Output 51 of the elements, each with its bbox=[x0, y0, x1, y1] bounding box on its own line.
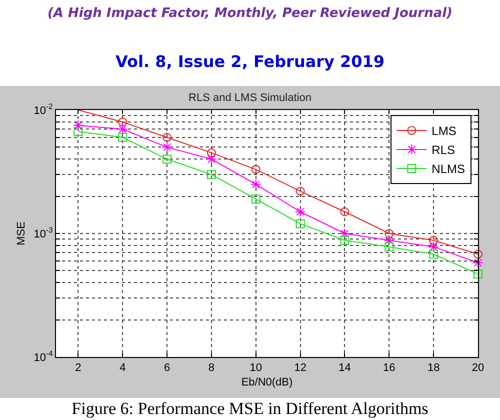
text: (A High Impact Factor, Monthly, Peer Reviewed Journal) bbox=[46, 6, 454, 21]
point bbox=[428, 242, 439, 252]
point bbox=[429, 250, 438, 259]
x-tick-label: 18 bbox=[427, 362, 440, 374]
point bbox=[474, 270, 482, 278]
point bbox=[72, 120, 84, 131]
point bbox=[340, 207, 350, 216]
text: Vol. 8, Issue 2, February 2019 bbox=[114, 52, 386, 71]
point bbox=[296, 219, 305, 228]
point bbox=[162, 142, 172, 152]
legend-label: RLS bbox=[432, 143, 456, 158]
x-tick-label: 16 bbox=[383, 362, 396, 374]
x-axis-title: Eb/N0(dB) bbox=[241, 376, 293, 388]
y-tick-label: 10$^{-3}$ bbox=[34, 226, 53, 240]
x-tick-label: 12 bbox=[294, 362, 306, 374]
point bbox=[250, 179, 262, 190]
x-tick-label: 6 bbox=[164, 362, 170, 374]
point bbox=[206, 170, 216, 180]
point bbox=[474, 250, 482, 259]
caption: Figure 6: Performance MSE in Different Algorithms bbox=[70, 398, 430, 419]
x-tick-label: 4 bbox=[120, 362, 126, 374]
point bbox=[251, 164, 260, 174]
x-tick-label: 8 bbox=[208, 362, 215, 374]
point bbox=[118, 132, 128, 142]
point bbox=[251, 194, 260, 204]
x-tick-label: 20 bbox=[472, 362, 484, 374]
chart-title: RLS and LMS Simulation bbox=[188, 92, 312, 104]
point bbox=[384, 229, 394, 238]
point bbox=[472, 257, 484, 268]
x-tick-label: 10 bbox=[250, 362, 262, 374]
point bbox=[118, 117, 128, 126]
point bbox=[162, 132, 172, 142]
point bbox=[339, 228, 350, 239]
point bbox=[117, 124, 128, 134]
point bbox=[384, 242, 394, 252]
point bbox=[206, 148, 216, 158]
point bbox=[74, 126, 83, 136]
legend-label: NLMS bbox=[432, 162, 466, 176]
point bbox=[206, 154, 217, 164]
point bbox=[295, 206, 306, 218]
x-tick-label: 14 bbox=[338, 362, 351, 374]
x-tick-label: 2 bbox=[75, 362, 82, 374]
point bbox=[162, 154, 172, 164]
y-tick-label: 10$^{-4}$ bbox=[34, 349, 54, 364]
y-axis-title: MSE bbox=[15, 222, 28, 246]
point bbox=[429, 236, 438, 245]
legend-label: LMS bbox=[432, 124, 456, 138]
point bbox=[340, 236, 350, 245]
y-tick-label: 10$^{-2}$ bbox=[34, 102, 53, 117]
point bbox=[384, 235, 394, 246]
point bbox=[296, 186, 305, 196]
